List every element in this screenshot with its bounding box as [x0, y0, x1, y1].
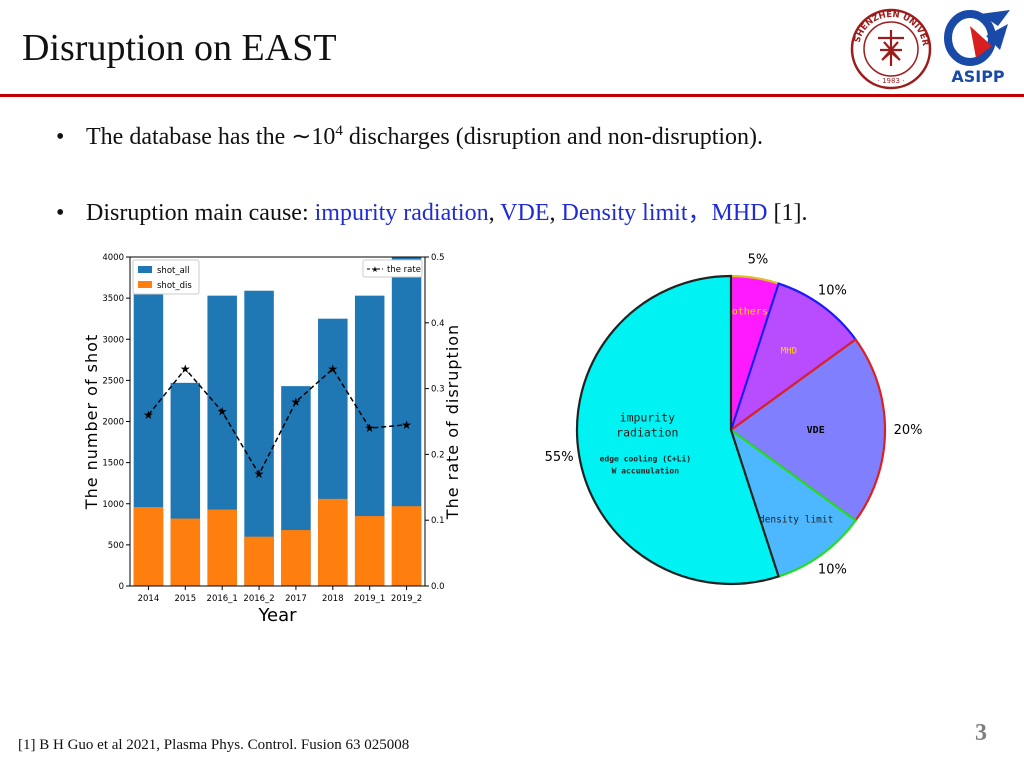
pie-percent-density-limit: 10%: [818, 563, 847, 578]
legend-label-rate: the rate: [387, 265, 421, 275]
x-tick-label-2014: 2014: [138, 594, 160, 604]
pie-percent-VDE: 20%: [894, 423, 923, 438]
legend-swatch-shot-all: [138, 266, 152, 273]
legend-label-shot-all: shot_all: [157, 266, 190, 276]
y2-tick-label: 0.2: [431, 450, 445, 460]
bar-shot-dis-2017: [281, 530, 311, 586]
y2-tick-label: 0.0: [431, 582, 445, 592]
bar-shot-dis-2015: [170, 518, 201, 586]
bullet-causes-suffix: [1].: [767, 200, 808, 226]
rate-point-2015: ★: [180, 362, 191, 376]
y-tick-label: 0: [119, 582, 124, 592]
x-tick-label-2016_1: 2016_1: [207, 594, 238, 604]
y-tick-label: 500: [108, 541, 124, 551]
bars-group: [133, 257, 422, 586]
y-tick-label: 1000: [102, 500, 124, 510]
cause-impurity-radiation: impurity radiation: [314, 200, 489, 226]
rate-point-2019_2: ★: [401, 418, 412, 432]
pie-percent-impurity-radiation: 55%: [545, 450, 574, 465]
pie-label-impurity-line2: radiation: [616, 425, 678, 439]
rate-point-2014: ★: [143, 408, 154, 422]
pie-label-others: others: [732, 306, 768, 317]
y-tick-label: 2500: [102, 376, 124, 386]
pie-percent-MHD: 10%: [818, 283, 847, 298]
asipp-label: ASIPP: [951, 67, 1005, 86]
disruption-bar-chart: ★ ★ ★ ★ ★ ★ ★ ★ 0 500 1000 1500 2000 2500 3000 3500 4000…: [82, 253, 462, 626]
bullet-database-exponent: 4: [335, 123, 343, 139]
y2-tick-label: 0.4: [431, 319, 445, 329]
pie-label-MHD: MHD: [781, 346, 797, 356]
bullet-database-suffix: discharges (disruption and non-disruptio…: [342, 124, 764, 150]
x-tick-label-2018: 2018: [322, 594, 344, 604]
rate-point-2019_1: ★: [364, 421, 375, 435]
pie-slices: [575, 274, 887, 586]
legend-swatch-shot-dis: [138, 281, 152, 288]
bar-shot-dis-2016_2: [244, 536, 274, 586]
x-tick-label-2019_1: 2019_1: [354, 594, 385, 604]
page-number: 3: [975, 720, 987, 746]
logo-year-text: · 1983 ·: [878, 77, 905, 85]
bar-shot-dis-2014: [133, 507, 164, 586]
x-tick-label-2016_2: 2016_2: [243, 594, 274, 604]
pie-slice-impurity-radiation: [575, 274, 780, 586]
pie-sublabel-1: W accumulation: [612, 465, 680, 475]
disruption-cause-pie-chart: others 5% MHD 10% VDE 20% density limit 10% impu…: [545, 253, 923, 586]
cause-vde: VDE: [500, 200, 550, 226]
y-tick-label: 4000: [102, 253, 124, 263]
bullet-causes: • Disruption main cause: impurity radiati…: [56, 192, 808, 227]
pie-percent-others: 5%: [748, 253, 769, 268]
x-tick-label-2017: 2017: [285, 594, 307, 604]
pie-label-VDE: VDE: [807, 425, 825, 436]
y-tick-label: 3500: [102, 294, 124, 304]
y2-tick-label: 0.5: [431, 253, 445, 263]
cause-density-limit: Density limit，: [561, 200, 712, 226]
bullet-database-prefix: The database has the ∼10: [86, 124, 336, 150]
footnote-reference: [1] B H Guo et al 2021, Plasma Phys. Con…: [18, 737, 410, 753]
y2-tick-label: 0.1: [431, 516, 445, 526]
cause-mhd: MHD: [711, 200, 768, 226]
pie-slice-VDE: [729, 337, 887, 523]
y-tick-label: 1500: [102, 459, 124, 469]
rate-point-2017: ★: [291, 395, 302, 409]
pie-sublabel-0: edge cooling (C+Li): [600, 453, 692, 463]
pie-label-impurity-line1: impurity: [620, 410, 675, 424]
bullet-database: • The database has the ∼104 discharges (d…: [56, 122, 763, 151]
x-axis-label: Year: [257, 605, 297, 626]
legend-label-shot-dis: shot_dis: [157, 281, 192, 291]
bullet-causes-prefix: Disruption main cause:: [86, 200, 315, 226]
y-axis-label: The number of shot: [82, 334, 101, 510]
rate-point-2018: ★: [327, 362, 338, 376]
bar-shot-dis-2016_1: [207, 509, 237, 586]
y-tick-label: 3000: [102, 335, 124, 345]
bar-shot-dis-2019_2: [391, 506, 422, 586]
y-tick-label: 2000: [102, 418, 124, 428]
bar-shot-dis-2018: [318, 498, 348, 586]
cause-separator: ,: [549, 200, 562, 226]
legend-rate: ★ the rate: [362, 259, 423, 278]
pie-label-density-limit: density limit: [759, 515, 833, 526]
x-tick-label-2019_2: 2019_2: [391, 594, 422, 604]
rate-point-2016_1: ★: [217, 405, 228, 419]
bullet-symbol: •: [56, 200, 65, 226]
rate-point-2016_2: ★: [254, 467, 265, 481]
x-tick-label-2015: 2015: [174, 594, 196, 604]
legend-bars: shot_all shot_dis: [132, 259, 200, 295]
slide-title: Disruption on EAST: [22, 27, 337, 69]
pie-slice-density-limit: [728, 427, 858, 578]
legend-rate-box: [362, 259, 423, 278]
bullet-symbol: •: [56, 124, 65, 150]
cause-separator: ,: [488, 200, 501, 226]
asipp-logo: ASIPP: [944, 10, 1010, 86]
rate-line: [147, 367, 407, 476]
legend-rate-marker: ★: [371, 265, 378, 274]
shenzhen-university-logo: SHENZHEN UNIVERSITY · 1983 ·: [850, 8, 932, 90]
y2-tick-label: 0.3: [431, 385, 445, 395]
bar-shot-dis-2019_1: [354, 516, 385, 586]
y2-axis-label: The rate of disruption: [443, 324, 462, 520]
title-rule: [0, 94, 1024, 97]
pie-slice-MHD: [728, 282, 858, 433]
